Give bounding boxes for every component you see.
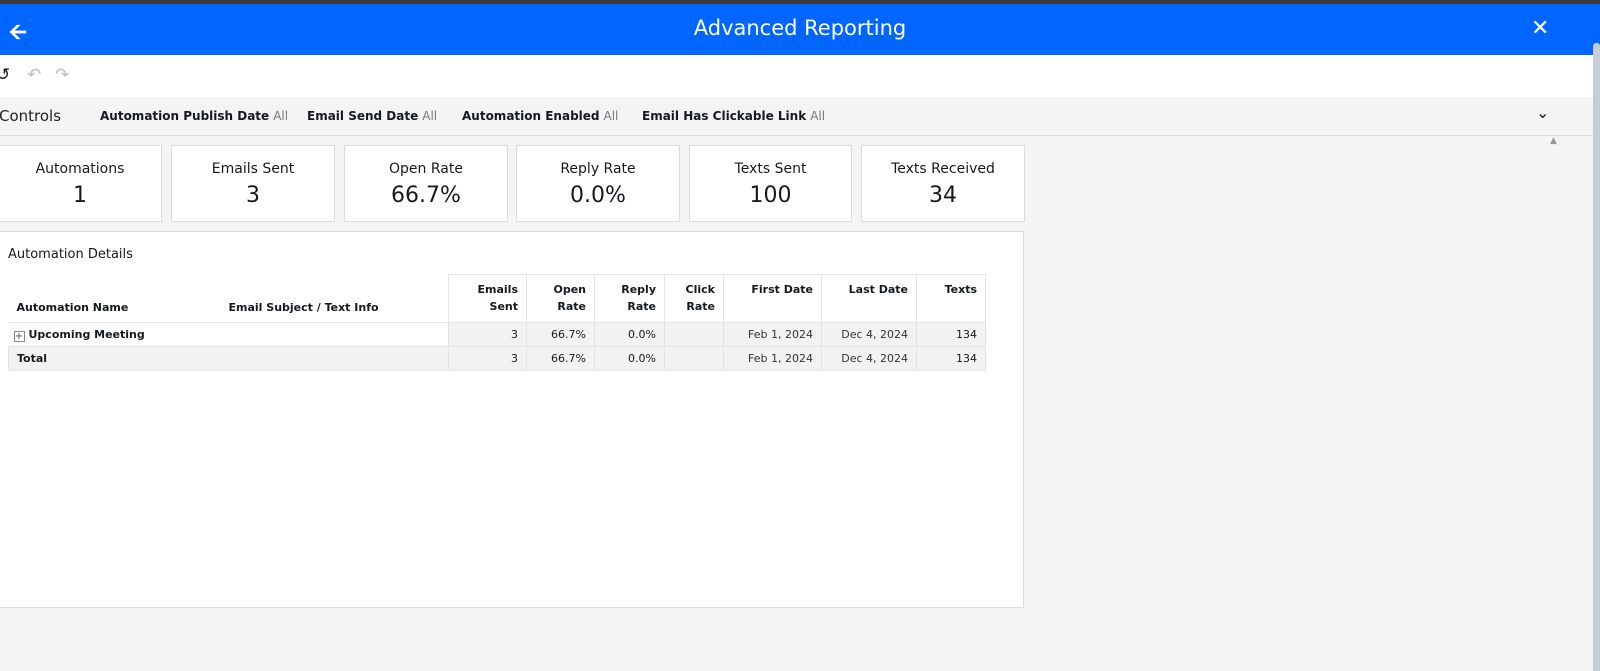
automation-name: Upcoming Meeting — [28, 327, 145, 341]
total-reply-rate: 0.0% — [594, 346, 665, 371]
arrow-left-icon[interactable]: 🡨 — [9, 20, 27, 45]
col-email-subject[interactable]: Email Subject / Text Info — [220, 274, 449, 323]
col-texts[interactable]: Texts — [916, 274, 986, 323]
first-date-cell: Feb 1, 2024 — [723, 322, 822, 347]
controls-label: Controls — [0, 107, 62, 125]
header-bar: 🡨 Advanced Reporting ✕ — [0, 4, 1600, 55]
kpi-label: Texts Received — [891, 161, 995, 177]
emails-sent-cell: 3 — [448, 322, 527, 347]
filter-automation-publish-date[interactable]: Automation Publish Date All — [100, 109, 288, 123]
total-last-date: Dec 4, 2024 — [821, 346, 917, 371]
undo-icon[interactable]: ↶ — [27, 65, 42, 85]
header-text: Rate — [557, 300, 586, 313]
header-text: Click — [685, 283, 715, 296]
kpi-value: 1 — [73, 183, 87, 208]
scrollbar[interactable] — [1593, 43, 1600, 671]
filter-email-send-date[interactable]: Email Send Date All — [307, 109, 437, 123]
kpi-label: Automations — [35, 161, 125, 177]
col-first-date[interactable]: First Date — [723, 274, 822, 323]
filter-value: All — [810, 109, 826, 123]
chevron-down-icon[interactable]: ⌄ — [1536, 103, 1550, 122]
kpi-value: 34 — [929, 183, 957, 208]
filter-name: Automation Publish Date — [100, 109, 270, 123]
kpi-value: 3 — [246, 183, 260, 208]
open-rate-cell: 66.7% — [526, 322, 595, 347]
col-reply-rate[interactable]: Reply Rate — [594, 274, 665, 323]
automation-details-table: Automation Name Email Subject / Text Inf… — [8, 274, 986, 371]
col-last-date[interactable]: Last Date — [821, 274, 917, 323]
filter-automation-enabled[interactable]: Automation Enabled All — [462, 109, 618, 123]
total-texts: 134 — [916, 346, 986, 371]
total-label: Total — [8, 346, 221, 371]
email-subject-cell — [220, 322, 449, 347]
total-open-rate: 66.7% — [526, 346, 595, 371]
redo-icon[interactable]: ↷ — [55, 65, 70, 85]
header-text: Reply — [621, 283, 656, 296]
filter-value: All — [422, 109, 438, 123]
col-automation-name[interactable]: Automation Name — [8, 274, 221, 323]
header-text: Sent — [489, 300, 518, 313]
filter-value: All — [273, 109, 289, 123]
kpi-value: 0.0% — [570, 183, 626, 208]
total-subject-cell — [220, 346, 449, 371]
header-text: Emails — [477, 283, 519, 296]
scroll-up-arrow-icon[interactable]: ▲ — [1550, 136, 1557, 146]
filter-name: Email Has Clickable Link — [642, 109, 807, 123]
expand-plus-icon[interactable]: + — [13, 330, 25, 342]
kpi-emails-sent: Emails Sent 3 — [171, 145, 335, 222]
kpi-automations: Automations 1 — [0, 145, 162, 222]
window-top-strip — [0, 0, 1600, 4]
toolbar: ↺ ↶ ↷ — [0, 55, 1593, 97]
panel-title: Automation Details — [8, 247, 133, 262]
total-first-date: Feb 1, 2024 — [723, 346, 822, 371]
col-click-rate[interactable]: Click Rate — [664, 274, 724, 323]
automation-name-cell: + Upcoming Meeting — [8, 322, 221, 347]
kpi-value: 66.7% — [391, 183, 461, 208]
filter-value: All — [603, 109, 619, 123]
kpi-label: Reply Rate — [560, 161, 636, 177]
kpi-label: Open Rate — [389, 161, 463, 177]
filter-email-has-clickable-link[interactable]: Email Has Clickable Link All — [642, 109, 825, 123]
kpi-texts-received: Texts Received 34 — [861, 145, 1025, 222]
table-row: + Upcoming Meeting 3 66.7% 0.0% Feb 1, 20… — [8, 322, 986, 347]
header-text: Open — [553, 283, 586, 296]
kpi-label: Texts Sent — [734, 161, 807, 177]
kpi-open-rate: Open Rate 66.7% — [344, 145, 508, 222]
header-text: Rate — [686, 300, 715, 313]
last-date-cell: Dec 4, 2024 — [821, 322, 917, 347]
kpi-reply-rate: Reply Rate 0.0% — [516, 145, 680, 222]
header-text: Rate — [627, 300, 656, 313]
kpi-texts-sent: Texts Sent 100 — [689, 145, 852, 222]
close-icon[interactable]: ✕ — [1531, 16, 1550, 41]
page-title: Advanced Reporting — [693, 16, 907, 40]
kpi-label: Emails Sent — [211, 161, 295, 177]
filter-name: Automation Enabled — [462, 109, 600, 123]
reply-rate-cell: 0.0% — [594, 322, 665, 347]
col-open-rate[interactable]: Open Rate — [526, 274, 595, 323]
automation-details-panel: Automation Details Automation Name Email… — [0, 231, 1024, 608]
texts-cell: 134 — [916, 322, 986, 347]
kpi-value: 100 — [749, 183, 792, 208]
col-emails-sent[interactable]: Emails Sent — [448, 274, 527, 323]
total-click-rate — [664, 346, 724, 371]
total-emails-sent: 3 — [448, 346, 527, 371]
click-rate-cell — [664, 322, 724, 347]
filter-name: Email Send Date — [307, 109, 419, 123]
reset-icon[interactable]: ↺ — [0, 65, 11, 85]
table-header-row: Automation Name Email Subject / Text Inf… — [8, 274, 986, 323]
total-row: Total 3 66.7% 0.0% Feb 1, 2024 Dec 4, 20… — [8, 346, 986, 371]
controls-bar: Controls Automation Publish Date All Emai… — [0, 97, 1593, 136]
